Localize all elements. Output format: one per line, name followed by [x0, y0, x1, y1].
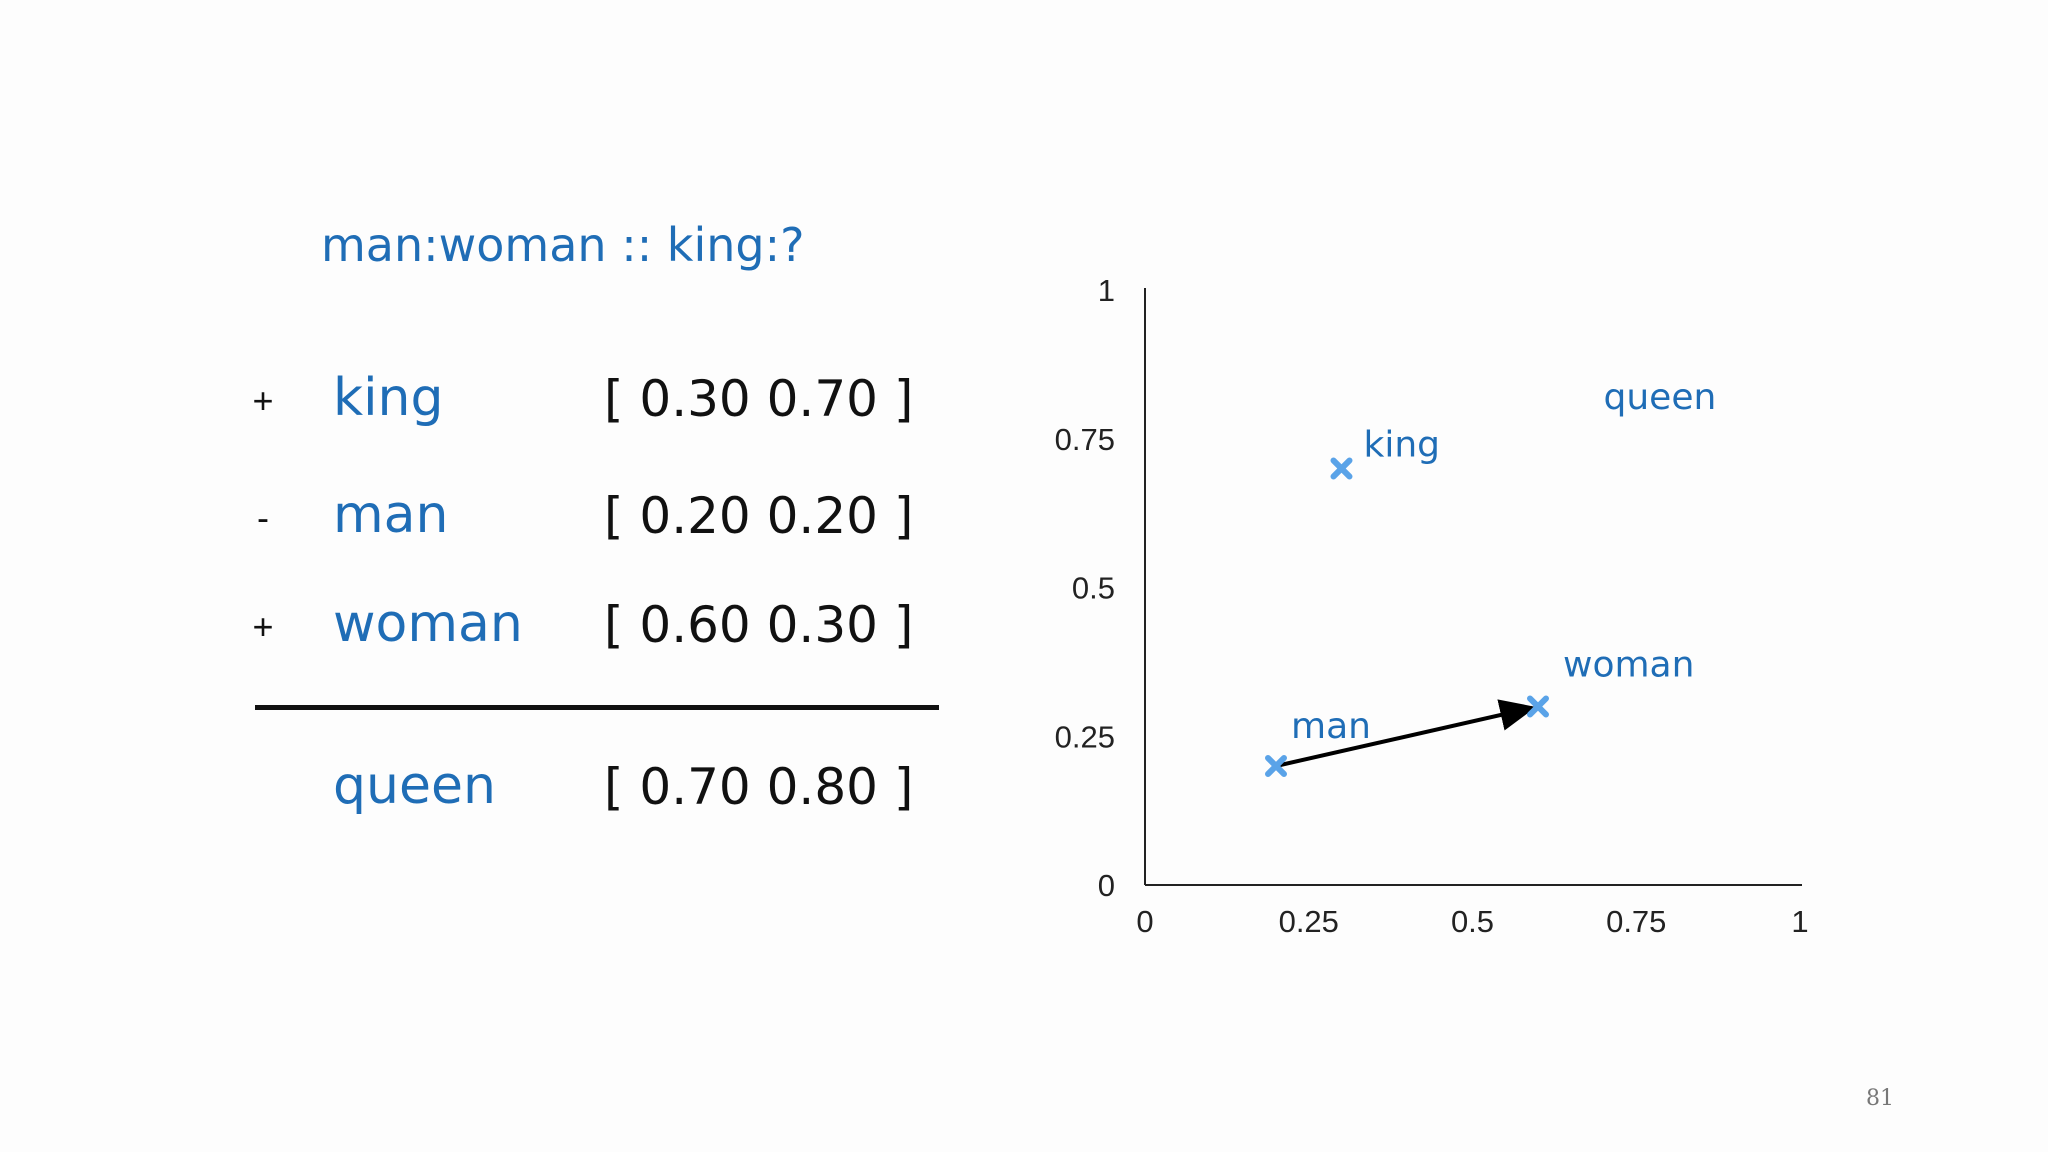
y-tick-label: 0.75	[1055, 422, 1115, 457]
result-vector: [ 0.70 0.80 ]	[604, 758, 914, 816]
operator: +	[252, 380, 274, 421]
operator: +	[252, 606, 274, 647]
point-label-queen: queen	[1604, 377, 1717, 418]
y-tick-label: 0.5	[1072, 571, 1115, 606]
result-word: queen	[333, 756, 496, 816]
word-label: king	[333, 368, 444, 428]
equation-row: + king [ 0.30 0.70 ]	[0, 368, 960, 438]
word-vector-scatter-plot: 0 0.25 0.5 0.75 1 0 0.25 0.5 0.75 1 king man woman qu…	[1055, 273, 1809, 939]
equation-row: - man [ 0.20 0.20 ]	[0, 485, 960, 555]
point-marker-man	[1265, 755, 1287, 777]
man-to-woman-arrow	[1275, 699, 1537, 768]
vector-value: [ 0.20 0.20 ]	[604, 487, 914, 545]
point-label-woman: woman	[1563, 645, 1694, 686]
point-marker-woman	[1527, 695, 1549, 718]
point-label-man: man	[1291, 706, 1371, 747]
vector-value: [ 0.60 0.30 ]	[604, 596, 914, 654]
point-label-king: king	[1364, 425, 1441, 466]
operator: -	[257, 497, 269, 538]
x-tick-label: 0	[1136, 904, 1153, 939]
equation-row: + woman [ 0.60 0.30 ]	[0, 594, 960, 664]
page-number: 81	[1866, 1086, 1894, 1111]
x-tick-label: 1	[1791, 904, 1808, 939]
word-label: woman	[333, 594, 523, 654]
y-tick-label: 0.25	[1055, 719, 1115, 754]
word-label: man	[333, 485, 449, 545]
vector-value: [ 0.30 0.70 ]	[604, 370, 914, 428]
sum-divider	[255, 705, 939, 710]
x-tick-label: 0.5	[1451, 904, 1494, 939]
slide-title: man:woman :: king:?	[321, 218, 805, 272]
x-tick-label: 0.75	[1606, 904, 1666, 939]
y-tick-label: 0	[1098, 868, 1115, 903]
result-row: queen [ 0.70 0.80 ]	[0, 756, 960, 826]
point-marker-king	[1330, 457, 1353, 480]
y-tick-label: 1	[1098, 273, 1115, 308]
x-tick-label: 0.25	[1279, 904, 1339, 939]
